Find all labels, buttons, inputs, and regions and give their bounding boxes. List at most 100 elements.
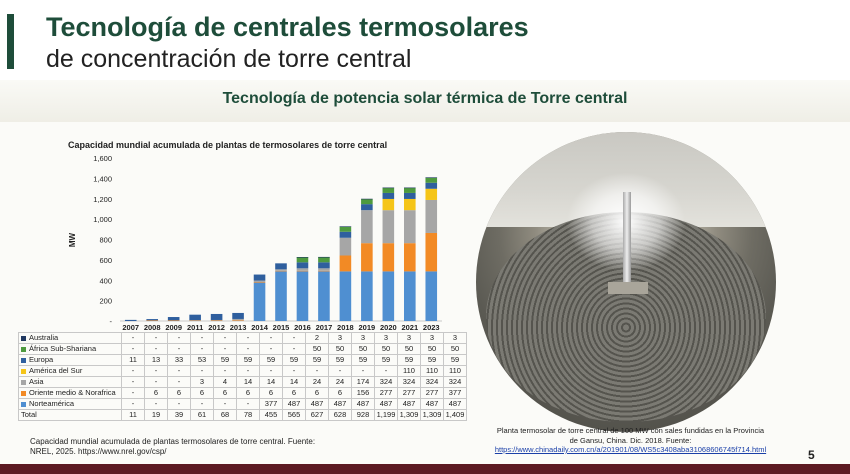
x-tick-label: 2017 bbox=[316, 323, 333, 332]
table-cell: 3 bbox=[351, 332, 375, 344]
photo-caption-line2: de Gansu, China. Dic. 2018. Fuente: bbox=[569, 435, 692, 445]
table-cell: - bbox=[236, 365, 260, 377]
bar-segment-asia bbox=[318, 268, 330, 271]
table-cell: - bbox=[144, 376, 168, 388]
x-tick-label: 2014 bbox=[251, 323, 269, 332]
table-cell: - bbox=[121, 365, 145, 377]
table-cell: 2 bbox=[305, 332, 329, 344]
table-cell: 3 bbox=[443, 332, 467, 344]
bar-segment-norteam-rica bbox=[253, 282, 266, 321]
table-cell: - bbox=[121, 332, 145, 344]
bar-segment--frica-sub-shariana bbox=[296, 257, 309, 263]
slide-subtitle: Tecnología de potencia solar térmica de … bbox=[222, 90, 628, 107]
title-accent-bar bbox=[7, 14, 14, 69]
bar-segment-norteam-rica bbox=[382, 271, 395, 321]
table-cell: 14 bbox=[236, 376, 260, 388]
table-row: Norteamérica - - - - - -377 487 487 487 487 487 487 4… bbox=[18, 398, 467, 410]
table-cell: 59 bbox=[259, 354, 283, 366]
table-cell: 324 bbox=[443, 376, 467, 388]
solar-tower bbox=[623, 192, 631, 292]
bar-segment-europa bbox=[232, 312, 244, 319]
table-cell: 487 bbox=[443, 398, 467, 410]
bar-segment-australia bbox=[382, 187, 395, 189]
total-cell: 68 bbox=[213, 409, 237, 421]
table-row: África Sub-Shariana - - - - - - - -50 50 50 50 50 50 5… bbox=[18, 343, 467, 355]
y-tick-label: 1,000 bbox=[93, 215, 112, 224]
table-cell: 6 bbox=[213, 387, 237, 399]
table-cell: 50 bbox=[305, 343, 329, 355]
table-cell: 50 bbox=[397, 343, 421, 355]
table-row: Australia - - - - - - - -2 3 3 3 3 3 3 bbox=[18, 332, 467, 344]
table-cell: 59 bbox=[397, 354, 421, 366]
x-tick-label: 2023 bbox=[423, 323, 440, 332]
bar-segment-oriente-medio-norafrica bbox=[318, 270, 330, 272]
y-tick-label: 1,600 bbox=[93, 154, 112, 163]
table-cell: - bbox=[167, 398, 191, 410]
bar-segment-europa bbox=[339, 231, 352, 238]
bar-segment--frica-sub-shariana bbox=[425, 177, 438, 183]
table-cell: 487 bbox=[305, 398, 329, 410]
total-cell: 1,309 bbox=[420, 409, 444, 421]
table-cell: - bbox=[328, 365, 352, 377]
bar-segment-europa bbox=[404, 192, 416, 199]
x-tick-label: 2021 bbox=[401, 323, 418, 332]
bar-segment-asia bbox=[382, 210, 395, 244]
bar-segment-norteam-rica bbox=[404, 271, 416, 321]
bar-segment-europa bbox=[361, 204, 373, 211]
legend-entry: Europa bbox=[18, 354, 122, 366]
table-cell: 277 bbox=[374, 387, 398, 399]
bar-segment-asia bbox=[404, 210, 416, 244]
table-cell: 59 bbox=[236, 354, 260, 366]
total-cell: 455 bbox=[259, 409, 283, 421]
table-cell: 59 bbox=[213, 354, 237, 366]
chart-data-table: Australia - - - - - - - -2 3 3 3 3 3 3 África Sub-Shari… bbox=[18, 332, 467, 421]
table-cell: 59 bbox=[305, 354, 329, 366]
legend-entry: África Sub-Shariana bbox=[18, 343, 122, 355]
y-tick-label: 1,200 bbox=[93, 195, 112, 204]
bar-segment-europa bbox=[124, 319, 137, 321]
table-cell: 277 bbox=[397, 387, 421, 399]
legend-swatch bbox=[21, 390, 26, 396]
legend-entry: Norteamérica bbox=[18, 398, 122, 410]
x-tick-label: 2013 bbox=[230, 323, 247, 332]
bar-segment--frica-sub-shariana bbox=[382, 187, 395, 193]
total-cell: 1,409 bbox=[443, 409, 467, 421]
table-cell: - bbox=[167, 343, 191, 355]
table-cell: 487 bbox=[351, 398, 375, 410]
bar-segment-asia bbox=[425, 199, 438, 233]
chart-source-line1: Capacidad mundial acumulada de plantas t… bbox=[30, 437, 316, 446]
bar-segment-oriente-medio-norafrica bbox=[404, 243, 416, 272]
table-row: Oriente medio & Norafrica -6 6 6 6 6 6 6 6 6 156 27… bbox=[18, 387, 467, 399]
x-tick-label: 2019 bbox=[359, 323, 376, 332]
chart-source-note: Capacidad mundial acumulada de plantas t… bbox=[30, 437, 315, 457]
table-cell: 6 bbox=[167, 387, 191, 399]
legend-entry: América del Sur bbox=[18, 365, 122, 377]
table-cell: - bbox=[213, 365, 237, 377]
table-cell: 487 bbox=[328, 398, 352, 410]
bar-segment-oriente-medio-norafrica bbox=[189, 320, 201, 321]
legend-swatch bbox=[21, 368, 26, 374]
bar-segment-asia bbox=[232, 318, 244, 321]
photo-source-link[interactable]: https://www.chinadaily.com.cn/a/201901/0… bbox=[494, 445, 767, 454]
table-cell: - bbox=[121, 398, 145, 410]
table-cell: - bbox=[190, 343, 214, 355]
table-cell: 50 bbox=[328, 343, 352, 355]
slide-title: Tecnología de centrales termosolares bbox=[46, 12, 529, 42]
bar-segment-australia bbox=[339, 226, 352, 227]
table-cell: 59 bbox=[328, 354, 352, 366]
table-cell: - bbox=[167, 365, 191, 377]
table-cell: 6 bbox=[305, 387, 329, 399]
bar-segment-europa bbox=[425, 182, 438, 189]
bar-segment--frica-sub-shariana bbox=[361, 199, 373, 205]
bar-segment-oriente-medio-norafrica bbox=[361, 243, 373, 272]
table-cell: - bbox=[190, 398, 214, 410]
x-tick-label: 2020 bbox=[380, 323, 397, 332]
total-cell: 61 bbox=[190, 409, 214, 421]
x-tick-label: 2011 bbox=[187, 323, 203, 332]
bar-segment-europa bbox=[146, 319, 158, 321]
table-cell: 11 bbox=[121, 354, 145, 366]
total-cell: 565 bbox=[282, 409, 306, 421]
legend-entry: Asia bbox=[18, 376, 122, 388]
legend-swatch bbox=[21, 401, 26, 407]
